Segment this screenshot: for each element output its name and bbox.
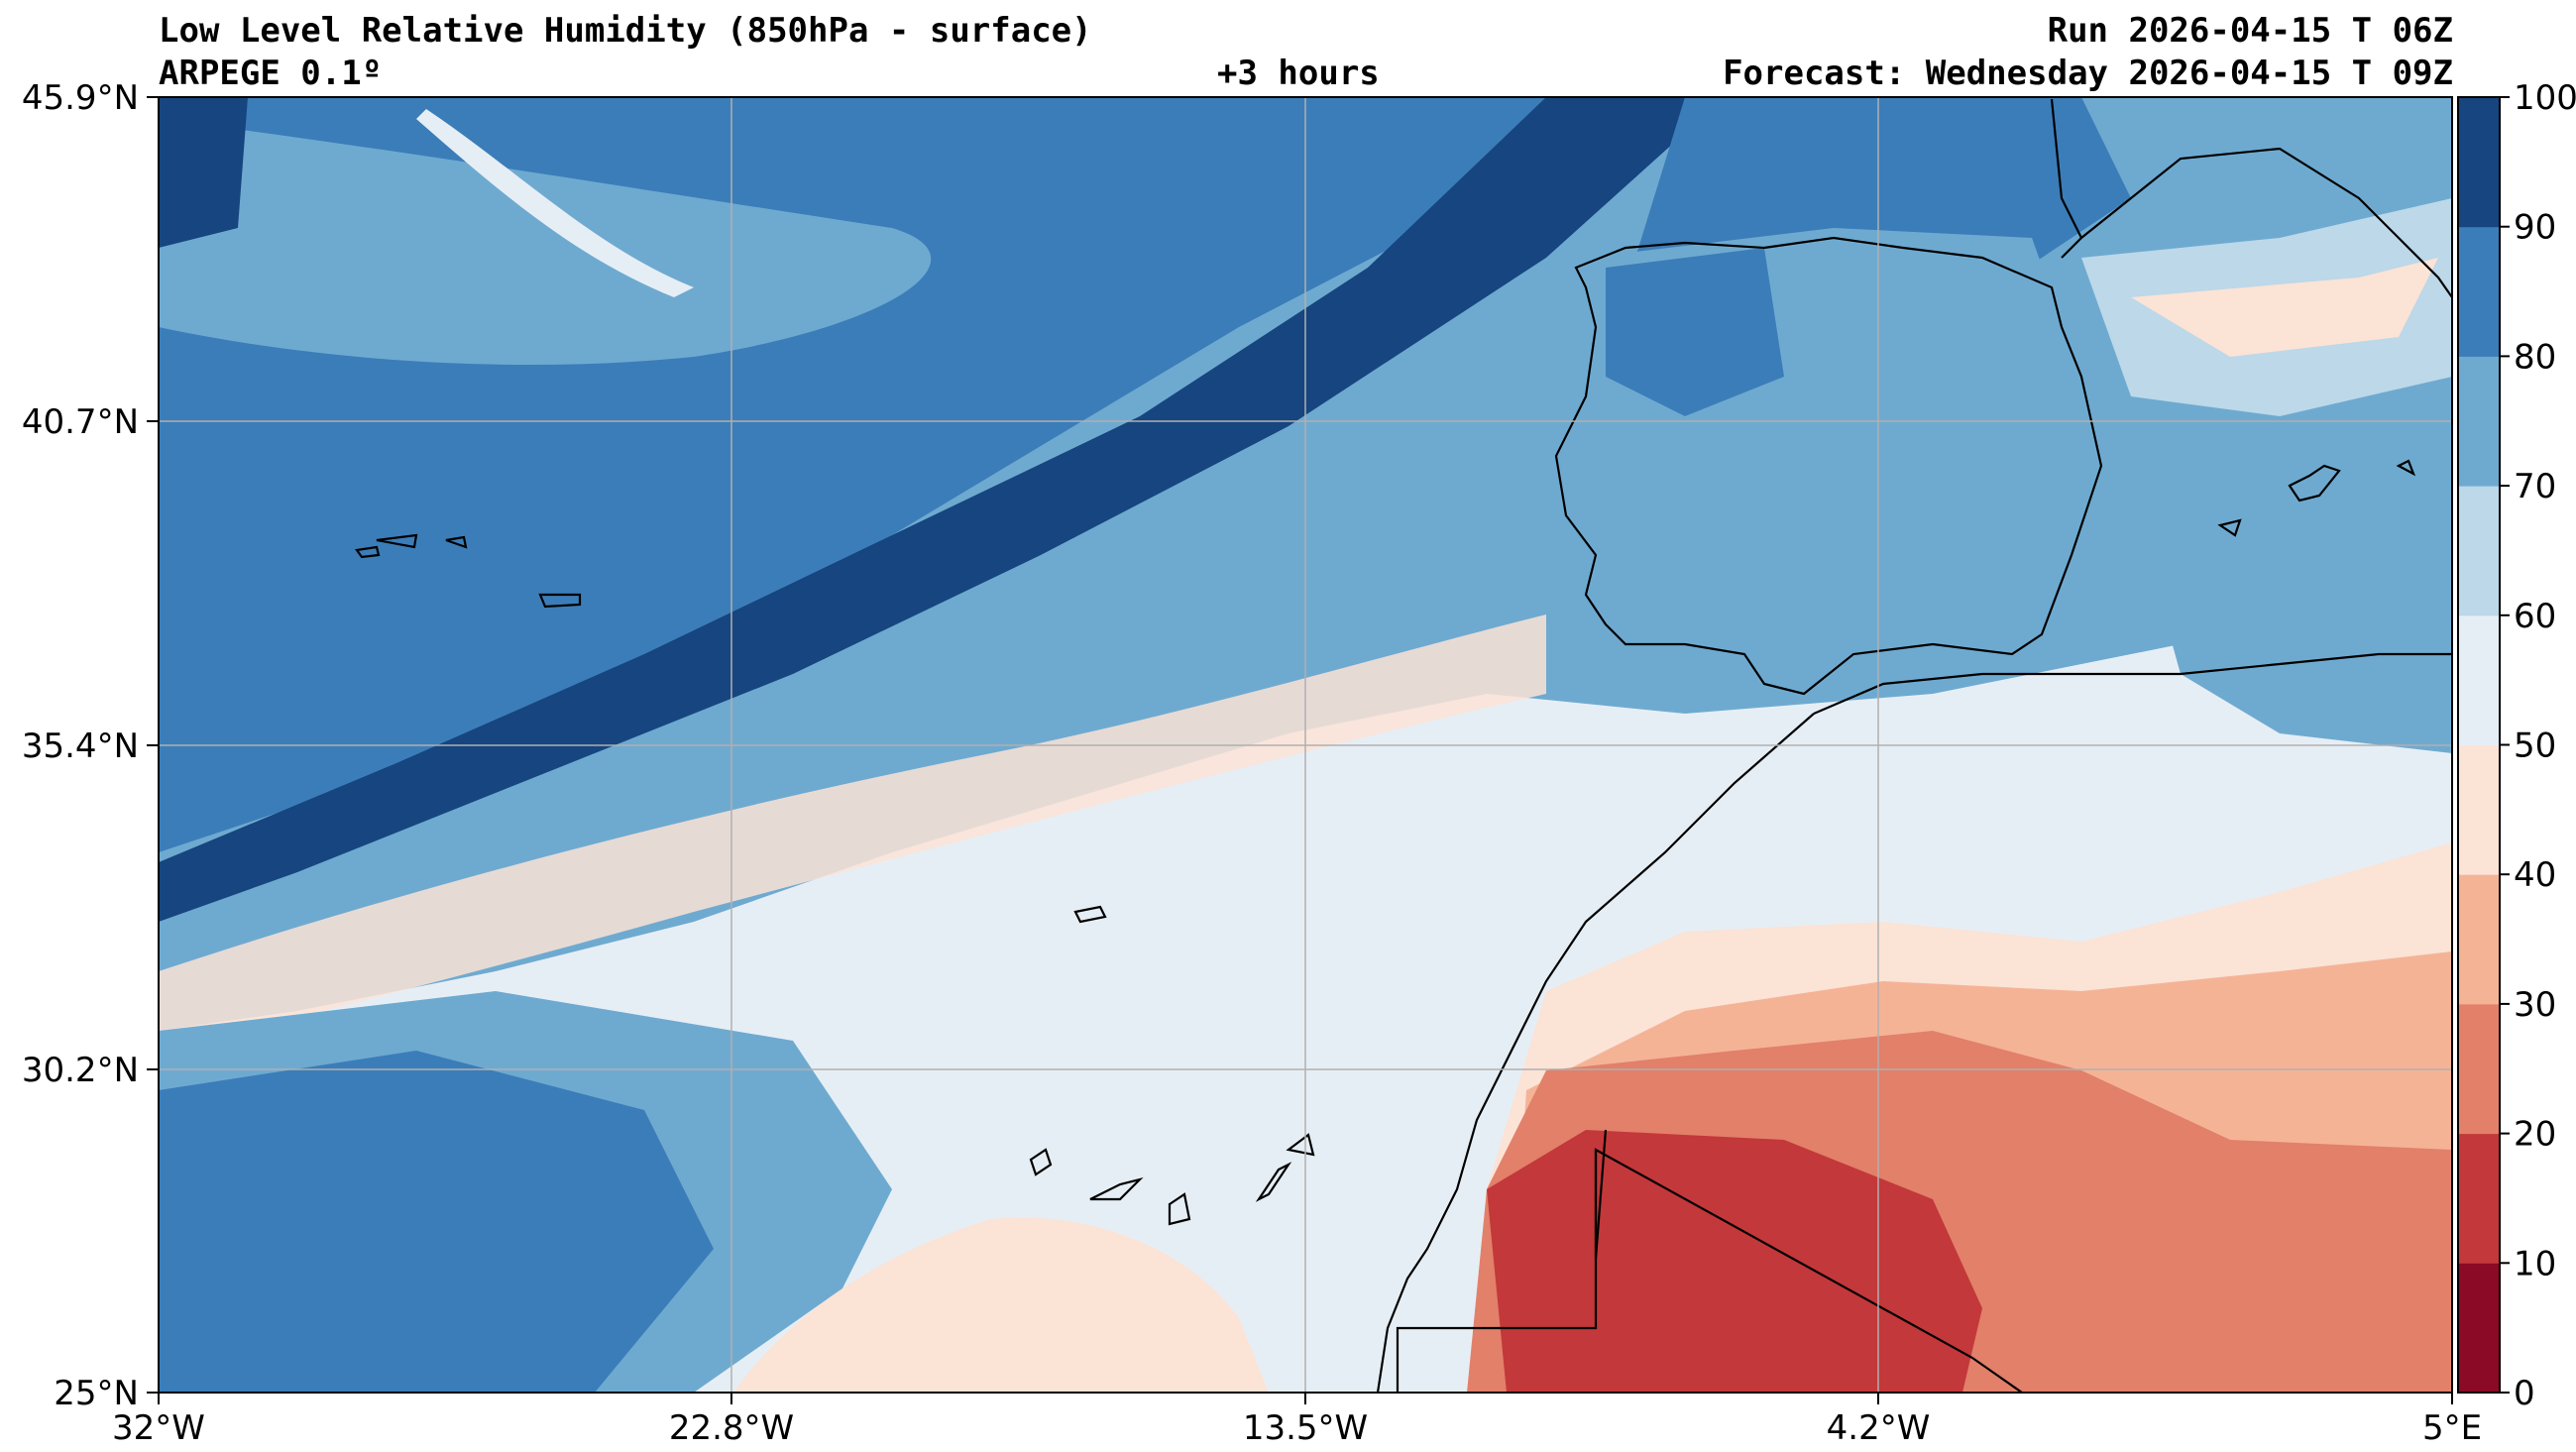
lat-label: 40.7°N xyxy=(22,402,139,442)
lat-label: 25°N xyxy=(54,1374,139,1413)
colorbar-segment xyxy=(2458,1133,2500,1264)
colorbar-segment xyxy=(2458,614,2500,745)
lon-label: 13.5°W xyxy=(1243,1408,1368,1448)
colorbar-tick-label: 30 xyxy=(2514,985,2556,1025)
forecast-label: Forecast: Wednesday 2026-04-15 T 09Z xyxy=(1723,54,2453,93)
colorbar-tick-label: 80 xyxy=(2514,337,2556,377)
colorbar-tick-label: 10 xyxy=(2514,1244,2556,1284)
model-label: ARPEGE 0.1º xyxy=(159,54,383,93)
map-title: Low Level Relative Humidity (850hPa - su… xyxy=(159,11,1092,51)
colorbar-tick-label: 90 xyxy=(2514,208,2556,248)
colorbar: 0 10 20 30 40 50 60 70 80 90 100 xyxy=(2457,78,2576,1413)
colorbar-tick-label: 0 xyxy=(2514,1374,2535,1413)
lat-label: 30.2°N xyxy=(22,1051,139,1090)
colorbar-segment xyxy=(2458,1263,2500,1394)
lat-label: 45.9°N xyxy=(22,78,139,118)
colorbar-segment xyxy=(2458,1003,2500,1135)
colorbar-segment xyxy=(2458,486,2500,616)
colorbar-tick-label: 20 xyxy=(2514,1115,2556,1155)
colorbar-segment xyxy=(2458,97,2500,228)
colorbar-segment xyxy=(2458,226,2500,357)
lon-label: 32°W xyxy=(112,1408,205,1448)
colorbar-segment xyxy=(2458,356,2500,487)
colorbar-tick-label: 70 xyxy=(2514,467,2556,506)
colorbar-tick-label: 40 xyxy=(2514,855,2556,895)
gridlines xyxy=(159,97,2452,1393)
colorbar-segment xyxy=(2458,744,2500,875)
colorbar-tick-label: 100 xyxy=(2514,78,2576,118)
lon-label: 5°E xyxy=(2422,1408,2482,1448)
colorbar-tick-label: 60 xyxy=(2514,597,2556,636)
lat-label: 35.4°N xyxy=(22,726,139,766)
axis-ticks xyxy=(147,96,2453,1404)
colorbar-segment xyxy=(2458,874,2500,1005)
lon-label: 22.8°W xyxy=(669,1408,794,1448)
lead-time-label: +3 hours xyxy=(1217,54,1380,93)
colorbar-tick-label: 50 xyxy=(2514,726,2556,766)
lon-label: 4.2°W xyxy=(1827,1408,1931,1448)
run-label: Run 2026-04-15 T 06Z xyxy=(2047,11,2453,51)
coastlines xyxy=(355,98,2452,1393)
